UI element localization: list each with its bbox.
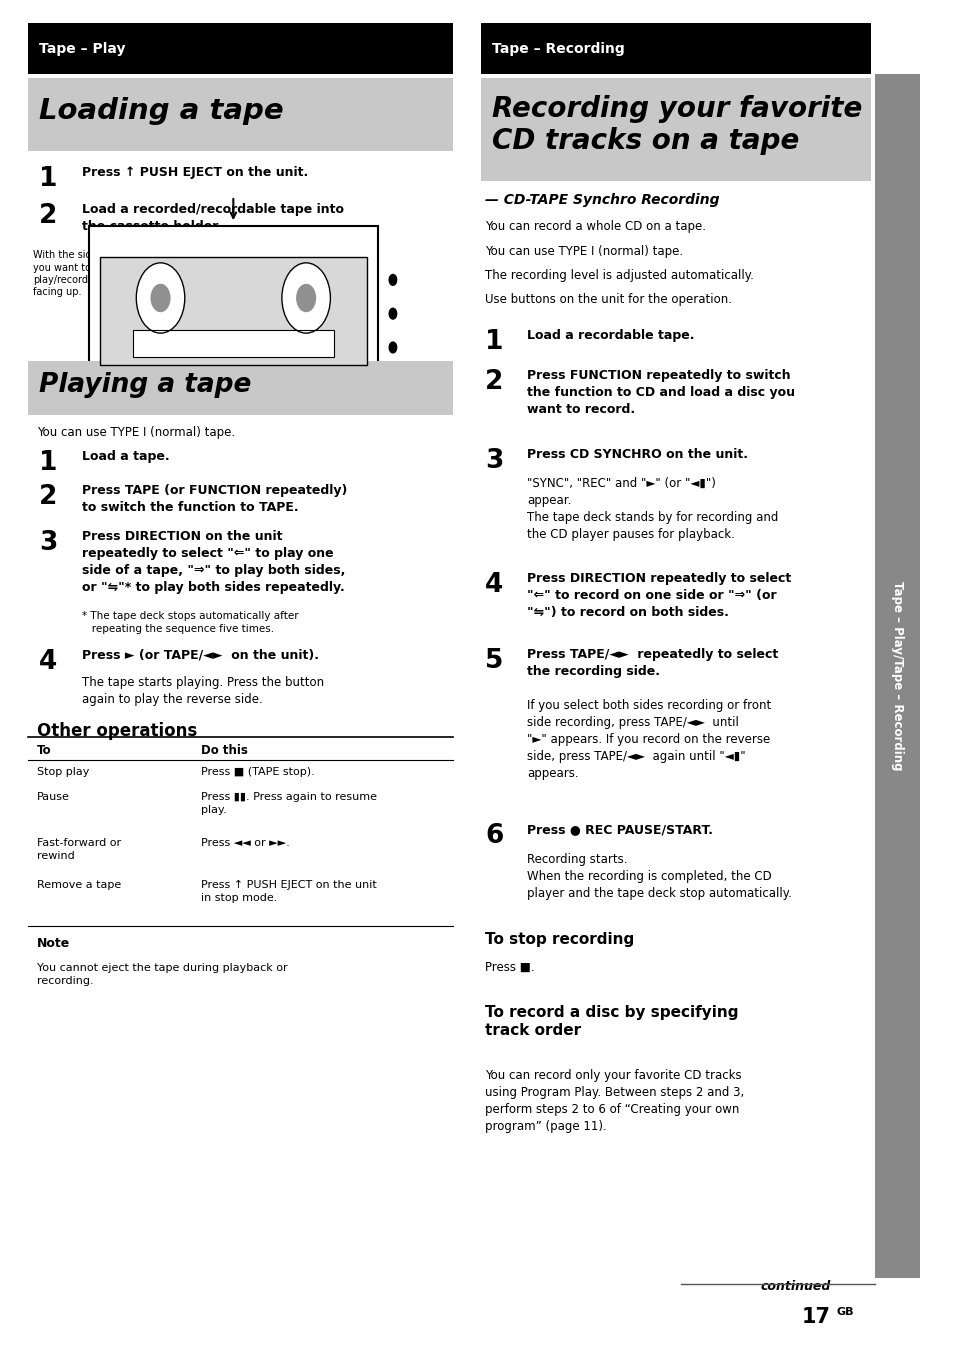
Text: You can use TYPE I (normal) tape.: You can use TYPE I (normal) tape.	[37, 426, 235, 439]
Text: The tape starts playing. Press the button
again to play the reverse side.: The tape starts playing. Press the butto…	[82, 676, 324, 706]
Text: To: To	[37, 744, 51, 757]
Text: Use buttons on the unit for the operation.: Use buttons on the unit for the operatio…	[485, 293, 732, 307]
Text: Press DIRECTION repeatedly to select
"⇐" to record on one side or "⇒" (or
"⇋") t: Press DIRECTION repeatedly to select "⇐"…	[527, 572, 791, 619]
Text: 6: 6	[485, 823, 503, 849]
Text: Pause: Pause	[37, 792, 71, 802]
Text: Press ■.: Press ■.	[485, 961, 535, 975]
Text: — CD-TAPE Synchro Recording: — CD-TAPE Synchro Recording	[485, 193, 720, 207]
Text: Press FUNCTION repeatedly to switch
the function to CD and load a disc you
want : Press FUNCTION repeatedly to switch the …	[527, 369, 795, 416]
Text: To record a disc by specifying
track order: To record a disc by specifying track ord…	[485, 1005, 738, 1038]
Text: Tape – Recording: Tape – Recording	[492, 42, 624, 55]
Text: 4: 4	[39, 649, 57, 675]
Text: You can record only your favorite CD tracks
using Program Play. Between steps 2 : You can record only your favorite CD tra…	[485, 1069, 743, 1133]
Text: Stop play: Stop play	[37, 767, 90, 776]
Text: The recording level is adjusted automatically.: The recording level is adjusted automati…	[485, 269, 754, 283]
FancyBboxPatch shape	[28, 23, 452, 74]
Text: Load a recorded/recordable tape into
the cassette holder.: Load a recorded/recordable tape into the…	[82, 203, 344, 233]
Text: Load a recordable tape.: Load a recordable tape.	[527, 329, 694, 342]
Text: 17: 17	[801, 1307, 830, 1328]
Text: Press ► (or TAPE/◄►  on the unit).: Press ► (or TAPE/◄► on the unit).	[82, 649, 319, 662]
Text: Press DIRECTION on the unit
repeatedly to select "⇐" to play one
side of a tape,: Press DIRECTION on the unit repeatedly t…	[82, 530, 345, 594]
Text: Remove a tape: Remove a tape	[37, 880, 121, 890]
FancyBboxPatch shape	[28, 361, 452, 415]
FancyBboxPatch shape	[89, 226, 377, 381]
Text: Press ↑ PUSH EJECT on the unit.: Press ↑ PUSH EJECT on the unit.	[82, 166, 308, 180]
Text: Press CD SYNCHRO on the unit.: Press CD SYNCHRO on the unit.	[527, 448, 747, 461]
Text: 3: 3	[39, 530, 57, 556]
Text: You can use TYPE I (normal) tape.: You can use TYPE I (normal) tape.	[485, 245, 682, 258]
Text: 3: 3	[485, 448, 503, 473]
Text: You can record a whole CD on a tape.: You can record a whole CD on a tape.	[485, 220, 705, 234]
FancyBboxPatch shape	[100, 257, 366, 365]
Text: GB: GB	[836, 1307, 853, 1317]
FancyBboxPatch shape	[480, 23, 870, 74]
Text: continued: continued	[760, 1280, 830, 1294]
Text: 1: 1	[485, 329, 503, 354]
Text: Playing a tape: Playing a tape	[39, 372, 252, 399]
Text: 2: 2	[485, 369, 503, 395]
Circle shape	[136, 262, 185, 333]
Text: With the side
you want to
play/record
facing up.: With the side you want to play/record fa…	[32, 250, 97, 297]
Text: 5: 5	[485, 648, 503, 673]
Text: You cannot eject the tape during playback or
recording.: You cannot eject the tape during playbac…	[37, 963, 288, 986]
Text: "SYNC", "REC" and "►" (or "◄▮")
appear.
The tape deck stands by for recording an: "SYNC", "REC" and "►" (or "◄▮") appear. …	[527, 477, 778, 541]
FancyBboxPatch shape	[480, 78, 870, 181]
FancyBboxPatch shape	[28, 78, 452, 151]
Text: Load a tape.: Load a tape.	[82, 450, 170, 464]
Text: Press TAPE (or FUNCTION repeatedly)
to switch the function to TAPE.: Press TAPE (or FUNCTION repeatedly) to s…	[82, 484, 347, 514]
Text: Press ↑ PUSH EJECT on the unit
in stop mode.: Press ↑ PUSH EJECT on the unit in stop m…	[200, 880, 376, 903]
Text: 4: 4	[485, 572, 503, 598]
Text: 1: 1	[39, 450, 57, 476]
Text: Fast-forward or
rewind: Fast-forward or rewind	[37, 838, 121, 861]
Text: 2: 2	[39, 203, 57, 228]
Text: Press ◄◄ or ►►.: Press ◄◄ or ►►.	[200, 838, 289, 848]
Text: 1: 1	[39, 166, 57, 192]
Circle shape	[389, 274, 396, 285]
FancyBboxPatch shape	[875, 74, 920, 1278]
Text: Recording your favorite
CD tracks on a tape: Recording your favorite CD tracks on a t…	[492, 95, 862, 155]
Text: * The tape deck stops automatically after
   repeating the sequence five times.: * The tape deck stops automatically afte…	[82, 611, 298, 634]
Circle shape	[296, 284, 315, 311]
Circle shape	[281, 262, 330, 333]
Text: Tape – Play/Tape – Recording: Tape – Play/Tape – Recording	[890, 581, 903, 771]
Text: To stop recording: To stop recording	[485, 932, 634, 946]
Circle shape	[151, 284, 170, 311]
Text: Press TAPE/◄►  repeatedly to select
the recording side.: Press TAPE/◄► repeatedly to select the r…	[527, 648, 778, 677]
Text: Note: Note	[37, 937, 71, 950]
Text: Press ▮▮. Press again to resume
play.: Press ▮▮. Press again to resume play.	[200, 792, 376, 815]
Text: Tape – Play: Tape – Play	[39, 42, 126, 55]
Circle shape	[389, 342, 396, 353]
Text: Press ■ (TAPE stop).: Press ■ (TAPE stop).	[200, 767, 314, 776]
Text: Recording starts.
When the recording is completed, the CD
player and the tape de: Recording starts. When the recording is …	[527, 853, 791, 900]
FancyBboxPatch shape	[132, 330, 334, 357]
Text: Do this: Do this	[200, 744, 247, 757]
Circle shape	[389, 308, 396, 319]
Text: Loading a tape: Loading a tape	[39, 97, 284, 126]
Text: Other operations: Other operations	[37, 722, 197, 740]
Text: If you select both sides recording or front
side recording, press TAPE/◄►  until: If you select both sides recording or fr…	[527, 699, 771, 780]
Text: Press ● REC PAUSE/START.: Press ● REC PAUSE/START.	[527, 823, 713, 837]
Text: 2: 2	[39, 484, 57, 510]
